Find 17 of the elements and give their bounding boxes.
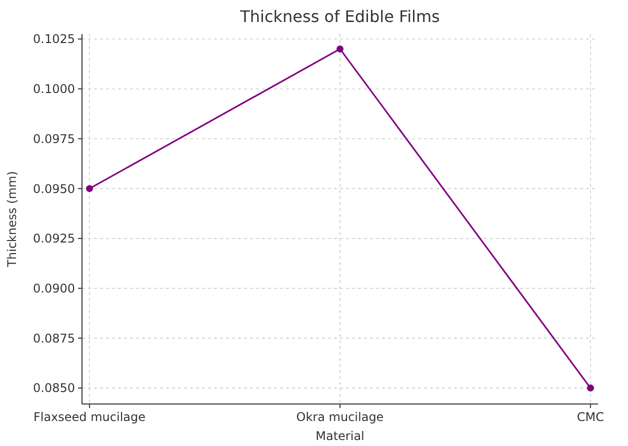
y-tick-label: 0.0900 (33, 282, 75, 296)
y-tick-label: 0.0950 (33, 182, 75, 196)
point (86, 185, 94, 192)
y-tick-label: 0.0925 (33, 232, 75, 246)
y-tick-label: 0.0975 (33, 132, 75, 146)
x-tick-label: Flaxseed mucilage (33, 410, 146, 424)
x-axis-title: Material (316, 429, 364, 443)
y-tick-label: 0.1000 (33, 82, 75, 96)
y-tick-label: 0.0850 (33, 381, 75, 396)
x-tick-label: Okra mucilage (296, 410, 384, 424)
point (586, 384, 594, 392)
y-axis-title: Thickness (mm) (5, 171, 19, 268)
y-tick-label: 0.1025 (33, 32, 75, 46)
x-tick-label: CMC (576, 410, 604, 424)
chart-title: Thickness of Edible Films (239, 7, 440, 26)
y-tick-label: 0.0875 (33, 331, 75, 346)
point (336, 45, 344, 52)
